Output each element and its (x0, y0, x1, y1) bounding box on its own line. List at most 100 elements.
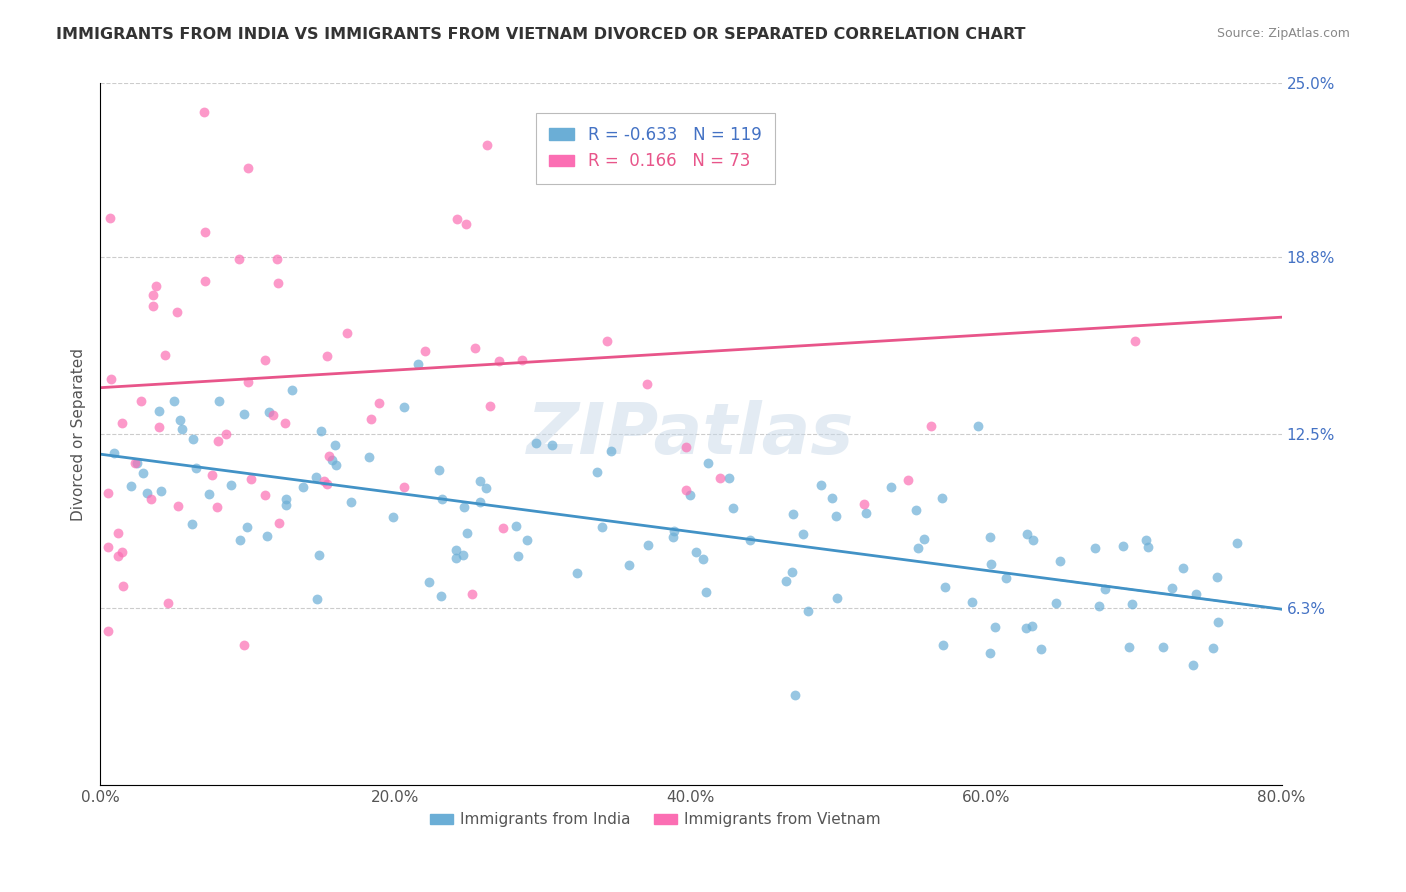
Point (96, 540, 118, 554)
Point (236, 161, 259, 175)
Point (315, 349, 337, 363)
Point (446, 211, 468, 226)
Point (145, 279, 167, 293)
Point (782, 507, 804, 521)
Text: Source: ZipAtlas.com: Source: ZipAtlas.com (1216, 27, 1350, 40)
Point (339, 495, 361, 509)
Point (184, 461, 207, 475)
Point (1226, 535, 1249, 549)
Point (111, 545, 134, 559)
Point (1201, 640, 1223, 655)
Point (541, 438, 564, 452)
Point (269, 516, 291, 530)
Point (430, 492, 453, 507)
Point (253, 488, 276, 502)
Point (207, 48, 229, 62)
Point (931, 491, 953, 505)
Point (600, 444, 623, 458)
Point (695, 584, 717, 599)
Point (257, 405, 280, 419)
Point (418, 574, 440, 589)
Point (219, 478, 242, 492)
Point (359, 450, 381, 464)
Point (111, 416, 134, 430)
Point (1118, 640, 1140, 654)
Point (675, 483, 697, 498)
Point (215, 426, 238, 441)
Point (591, 520, 613, 534)
Point (325, 458, 347, 473)
Point (444, 551, 467, 566)
Point (1094, 582, 1116, 596)
Point (139, 491, 162, 506)
Point (233, 407, 256, 421)
Point (163, 6, 186, 21)
Point (415, 344, 437, 359)
Point (314, 475, 336, 489)
Point (475, 138, 498, 153)
Point (1014, 621, 1036, 635)
Point (229, 533, 252, 547)
Point (336, 326, 359, 340)
Point (792, 526, 814, 541)
Point (1135, 533, 1157, 547)
Point (148, 404, 170, 418)
Point (505, 518, 527, 533)
Point (1160, 581, 1182, 595)
Point (453, 548, 475, 562)
Point (98, 211, 121, 226)
Point (135, 486, 157, 500)
Point (721, 500, 744, 515)
Point (291, 480, 314, 494)
Point (810, 478, 832, 492)
Point (785, 688, 807, 702)
Point (491, 521, 513, 535)
Point (316, 476, 339, 491)
Point (1021, 533, 1043, 547)
Point (236, 520, 259, 534)
Point (907, 541, 929, 556)
Point (266, 252, 288, 266)
Point (979, 646, 1001, 660)
Point (318, 449, 340, 463)
Point (321, 453, 343, 467)
Point (1017, 527, 1039, 541)
Point (685, 545, 707, 559)
Point (1206, 570, 1229, 584)
Point (120, 479, 142, 493)
Point (488, 354, 510, 368)
Point (454, 217, 477, 231)
Point (1182, 658, 1205, 673)
Point (905, 503, 928, 517)
Point (636, 377, 658, 392)
Point (167, 500, 190, 514)
Point (193, 104, 215, 119)
Point (456, 525, 478, 540)
Point (392, 401, 415, 415)
Point (678, 488, 700, 502)
Point (979, 530, 1001, 544)
Point (1206, 615, 1229, 629)
Point (475, 481, 498, 495)
Point (692, 552, 714, 566)
Point (1171, 561, 1194, 575)
Point (267, 277, 290, 291)
Point (1049, 554, 1071, 568)
Point (1045, 596, 1067, 610)
Point (1123, 334, 1146, 348)
Point (661, 530, 683, 544)
Point (825, 509, 848, 524)
Point (170, 422, 193, 436)
Point (149, 484, 172, 499)
Point (323, 438, 346, 452)
Point (253, 353, 276, 368)
Point (1084, 541, 1107, 556)
Point (208, 393, 231, 408)
Point (709, 470, 731, 484)
Point (479, 399, 502, 413)
Point (717, 471, 740, 485)
Point (125, 456, 148, 470)
Point (107, 525, 129, 540)
Point (100, 372, 122, 386)
Point (381, 510, 404, 524)
